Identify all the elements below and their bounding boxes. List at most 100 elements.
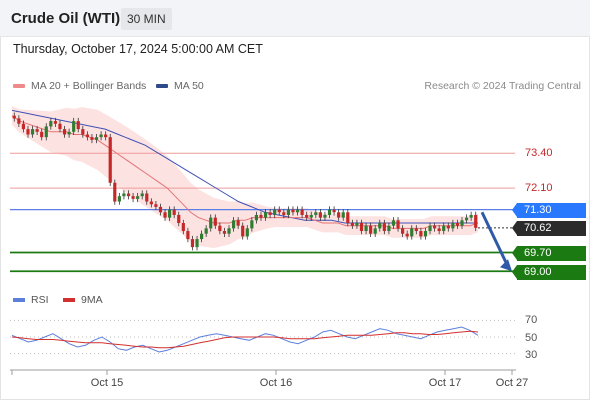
candle-body	[337, 212, 341, 218]
rsi-swatch	[13, 298, 25, 302]
rsi-tick-50: 50	[525, 332, 538, 344]
candle-body	[76, 121, 80, 130]
candle-body	[49, 121, 53, 127]
rsi-tick-30: 30	[525, 349, 538, 361]
candle-body	[99, 134, 103, 138]
candle-body	[181, 223, 185, 232]
candle-body	[469, 214, 473, 218]
candle-body	[442, 225, 446, 232]
candle-body	[350, 223, 354, 226]
candle-body	[149, 201, 153, 205]
candle-body	[277, 209, 281, 213]
candle-body	[154, 204, 158, 207]
candle-body	[291, 209, 295, 213]
support-2-tag: 69.00	[512, 265, 586, 280]
candle-body	[387, 225, 391, 232]
instrument-title: Crude Oil (WTI)	[11, 10, 121, 27]
candle-body	[218, 225, 222, 232]
candle-body	[158, 206, 163, 213]
candle-body	[117, 196, 121, 202]
x-label-oct17: Oct 17	[428, 377, 462, 389]
candle-body	[273, 209, 277, 215]
timeframe-badge[interactable]: 30 MIN	[121, 8, 172, 30]
candle-body	[177, 214, 181, 223]
candle-body	[341, 212, 345, 218]
candle-body	[305, 214, 309, 218]
candle-body	[455, 223, 460, 226]
candle-body	[327, 209, 332, 215]
ma50-swatch	[156, 84, 168, 88]
rsi-ma-swatch	[63, 298, 75, 302]
candle-body	[259, 214, 263, 218]
candle-body	[53, 121, 58, 124]
rsi-line	[11, 326, 479, 353]
candle-body	[163, 212, 167, 218]
candle-body	[90, 137, 94, 140]
rsi-tick-70: 70	[525, 314, 538, 326]
ma50-line	[11, 109, 478, 224]
candle-body	[131, 196, 135, 199]
candle-body	[195, 239, 199, 248]
candle-body	[172, 209, 176, 215]
candle-body	[113, 182, 117, 202]
support-1-tag: 69.70	[512, 246, 586, 261]
candle-body	[35, 129, 39, 132]
header-bar: Crude Oil (WTI) 30 MIN	[0, 0, 590, 37]
candle-body	[451, 223, 455, 229]
candle-body	[213, 217, 217, 226]
resistance-1-label: 72.10	[525, 182, 553, 194]
candle-body	[108, 137, 112, 183]
candle-body	[58, 123, 62, 130]
candle-body	[227, 228, 231, 234]
ma20-line	[11, 115, 479, 229]
pivot-tag: 71.30	[512, 203, 586, 218]
candle-body	[26, 129, 30, 135]
timestamp: Thursday, October 17, 2024 5:00:00 AM CE…	[13, 42, 263, 56]
candle-body	[12, 115, 16, 119]
candle-body	[309, 214, 313, 218]
candle-body	[314, 212, 318, 215]
forecast-arrow-head	[500, 259, 512, 272]
ma20-swatch	[13, 84, 25, 88]
candle-body	[355, 223, 359, 226]
candle-body	[364, 225, 368, 232]
candle-body	[199, 233, 204, 240]
candle-body	[67, 131, 71, 135]
rsi-ma-line	[11, 330, 479, 349]
candle-body	[222, 231, 227, 234]
candle-body	[432, 225, 437, 229]
candle-body	[369, 225, 373, 234]
candle-body	[263, 212, 268, 218]
candle-body	[323, 214, 327, 218]
candle-body	[464, 217, 469, 221]
legend-ma20: MA 20 + Bollinger Bands	[13, 80, 146, 92]
candle-body	[40, 131, 44, 138]
candle-body	[295, 209, 300, 213]
candle-body	[428, 225, 432, 232]
candle-body	[72, 121, 76, 132]
candle-body	[410, 228, 414, 237]
candle-body	[474, 214, 478, 228]
candle-body	[186, 231, 190, 240]
candle-body	[419, 231, 423, 237]
candle-body	[136, 196, 140, 199]
candle-body	[346, 212, 350, 223]
candle-body	[414, 228, 418, 232]
candle-body	[254, 214, 259, 221]
candle-body	[81, 129, 85, 135]
candle-body	[145, 193, 149, 202]
candle-body	[282, 212, 286, 215]
candle-body	[190, 239, 195, 248]
rsi-ma-legend: 9MA	[63, 294, 103, 306]
candle-body	[401, 228, 405, 234]
candle-body	[332, 209, 336, 213]
candle-body	[373, 228, 377, 234]
candle-body	[460, 220, 464, 226]
candle-body	[382, 223, 386, 232]
candle-body	[300, 209, 304, 215]
candle-body	[21, 123, 26, 130]
candle-body	[396, 220, 400, 229]
candle-body	[446, 225, 450, 229]
candle-body	[437, 228, 441, 232]
